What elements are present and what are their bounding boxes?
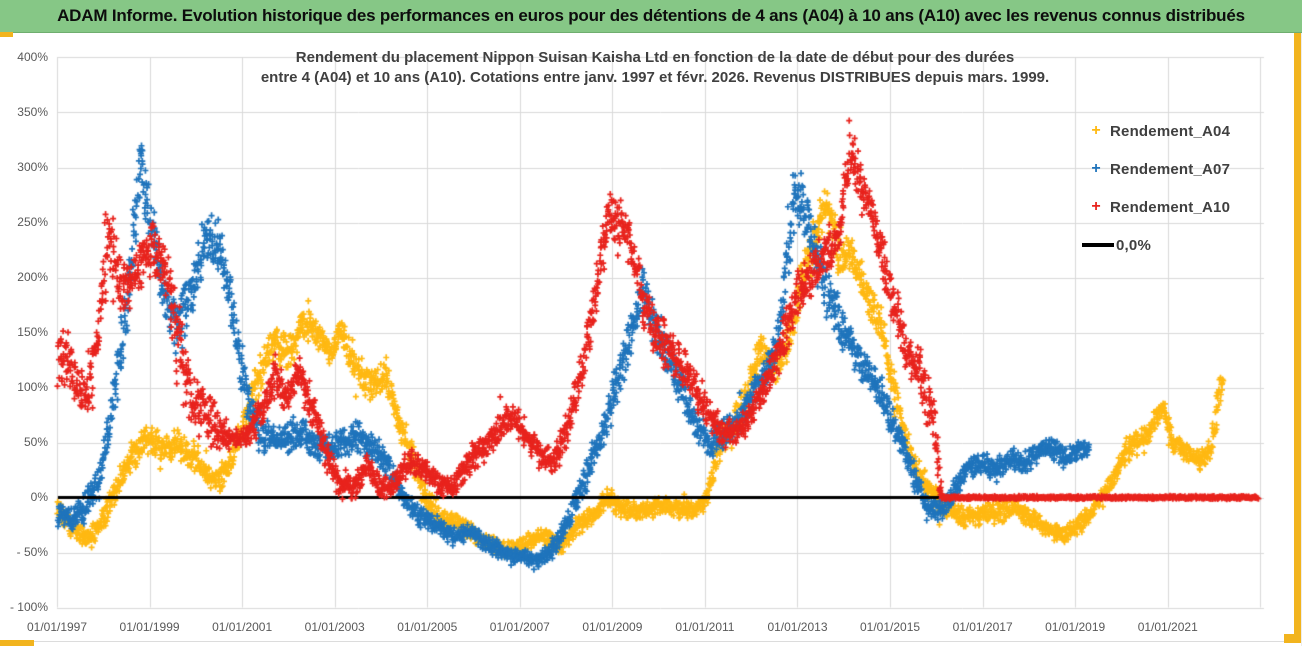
y-axis-tick: 350% <box>17 104 48 119</box>
plus-marker-icon: + <box>1091 160 1101 177</box>
x-axis-tick: 01/01/2021 <box>1137 620 1198 634</box>
plus-marker-icon: + <box>1091 122 1101 139</box>
y-axis-tick: 250% <box>17 214 48 229</box>
gold-accent-bottom-left <box>0 640 34 646</box>
legend-item-zero-line[interactable]: 0,0% <box>1082 226 1292 264</box>
plus-marker-icon: + <box>1091 198 1101 215</box>
frame-bottom-line <box>34 641 1284 642</box>
legend-label: Rendement_A10 <box>1110 198 1231 216</box>
chart-title-line-2: entre 4 (A04) et 10 ans (A10). Cotations… <box>260 69 1050 86</box>
x-axis-tick: 01/01/1997 <box>26 620 88 634</box>
x-axis-tick: 01/01/2019 <box>1045 620 1106 634</box>
y-axis-tick: 100% <box>17 379 48 394</box>
legend-label: 0,0% <box>1116 236 1151 254</box>
x-axis-tick: 01/01/2005 <box>397 620 458 634</box>
x-axis-tick: 01/01/2001 <box>212 620 273 634</box>
y-axis-tick: 300% <box>17 159 48 174</box>
y-axis-tick: 50% <box>23 434 48 449</box>
y-axis-tick: - 100% <box>9 599 48 614</box>
x-axis-tick: 01/01/2015 <box>860 620 921 634</box>
legend-item-a07[interactable]: + Rendement_A07 <box>1082 150 1292 188</box>
y-axis-tick: 200% <box>17 269 48 284</box>
x-axis-tick: 01/01/2007 <box>489 620 550 634</box>
x-axis-tick: 01/01/2009 <box>582 620 643 634</box>
gold-accent-top-left <box>0 32 13 37</box>
x-axis-tick: 01/01/2011 <box>675 620 735 634</box>
legend-item-a04[interactable]: + Rendement_A04 <box>1082 112 1292 150</box>
x-axis-tick: 01/01/1999 <box>119 620 180 634</box>
y-axis-tick: - 50% <box>16 544 48 559</box>
gold-accent-bottom-right <box>1284 634 1301 643</box>
y-axis-tick: 0% <box>30 489 48 504</box>
y-axis-tick: 400% <box>17 49 48 64</box>
x-axis-tick: 01/01/2017 <box>952 620 1013 634</box>
chart-title: Rendement du placement Nippon Suisan Kai… <box>180 48 1130 88</box>
line-marker-icon <box>1082 243 1114 247</box>
chart-legend: + Rendement_A04 + Rendement_A07 + Rendem… <box>1082 112 1292 264</box>
chart-title-line-1: Rendement du placement Nippon Suisan Kai… <box>295 49 1015 66</box>
legend-item-a10[interactable]: + Rendement_A10 <box>1082 188 1292 226</box>
gold-accent-right <box>1294 33 1301 643</box>
x-axis-tick: 01/01/2003 <box>304 620 365 634</box>
legend-label: Rendement_A04 <box>1110 122 1231 140</box>
x-axis-tick: 01/01/2013 <box>767 620 828 634</box>
legend-label: Rendement_A07 <box>1110 160 1231 178</box>
y-axis-tick: 150% <box>17 324 48 339</box>
